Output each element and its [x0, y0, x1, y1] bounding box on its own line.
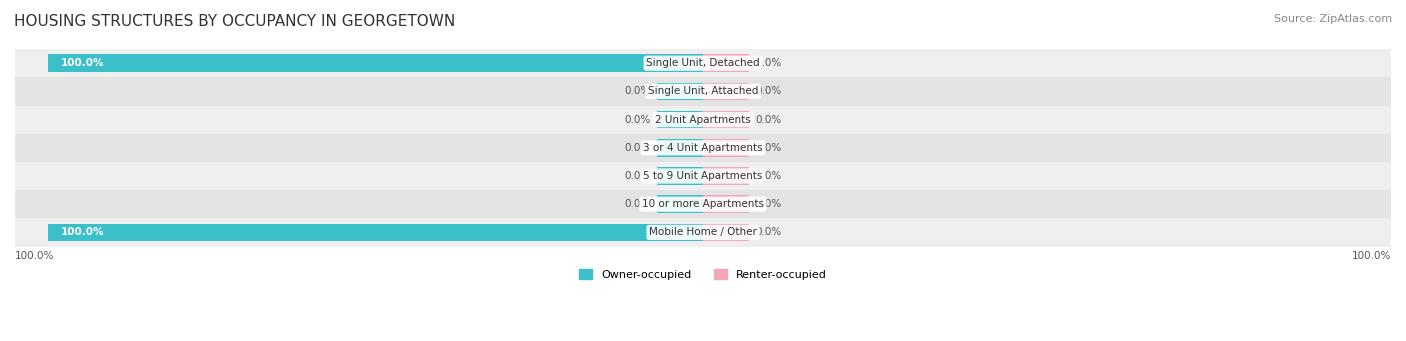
Text: 0.0%: 0.0%	[755, 143, 782, 153]
Bar	[15, 105, 1391, 134]
Bar	[48, 55, 703, 72]
Text: 100.0%: 100.0%	[60, 58, 104, 68]
Bar	[703, 55, 749, 72]
Bar	[15, 134, 1391, 162]
Text: 2 Unit Apartments: 2 Unit Apartments	[655, 115, 751, 124]
Text: 0.0%: 0.0%	[755, 171, 782, 181]
Bar	[703, 224, 749, 241]
Bar	[15, 162, 1391, 190]
Bar	[657, 83, 703, 100]
Bar	[703, 167, 749, 185]
Bar	[15, 218, 1391, 247]
Bar	[48, 224, 703, 241]
Text: 100.0%: 100.0%	[15, 251, 55, 261]
Text: Mobile Home / Other: Mobile Home / Other	[650, 227, 756, 237]
Bar	[15, 190, 1391, 218]
Bar	[703, 195, 749, 213]
Text: 0.0%: 0.0%	[755, 115, 782, 124]
Text: 0.0%: 0.0%	[624, 143, 651, 153]
Text: 3 or 4 Unit Apartments: 3 or 4 Unit Apartments	[643, 143, 763, 153]
Text: 100.0%: 100.0%	[60, 227, 104, 237]
Text: 0.0%: 0.0%	[624, 171, 651, 181]
Text: 0.0%: 0.0%	[624, 115, 651, 124]
Text: 0.0%: 0.0%	[755, 86, 782, 97]
Legend: Owner-occupied, Renter-occupied: Owner-occupied, Renter-occupied	[575, 265, 831, 284]
Text: Single Unit, Attached: Single Unit, Attached	[648, 86, 758, 97]
Bar	[703, 83, 749, 100]
Bar	[15, 77, 1391, 105]
Bar	[703, 111, 749, 128]
Bar	[703, 139, 749, 157]
Text: 0.0%: 0.0%	[624, 86, 651, 97]
Text: 0.0%: 0.0%	[755, 227, 782, 237]
Text: HOUSING STRUCTURES BY OCCUPANCY IN GEORGETOWN: HOUSING STRUCTURES BY OCCUPANCY IN GEORG…	[14, 14, 456, 29]
Text: 0.0%: 0.0%	[755, 199, 782, 209]
Text: 5 to 9 Unit Apartments: 5 to 9 Unit Apartments	[644, 171, 762, 181]
Text: 0.0%: 0.0%	[624, 199, 651, 209]
Bar	[657, 167, 703, 185]
Bar	[657, 111, 703, 128]
Bar	[657, 195, 703, 213]
Text: Source: ZipAtlas.com: Source: ZipAtlas.com	[1274, 14, 1392, 24]
Text: 0.0%: 0.0%	[755, 58, 782, 68]
Bar	[657, 139, 703, 157]
Text: Single Unit, Detached: Single Unit, Detached	[647, 58, 759, 68]
Text: 10 or more Apartments: 10 or more Apartments	[643, 199, 763, 209]
Text: 100.0%: 100.0%	[1351, 251, 1391, 261]
Bar	[15, 49, 1391, 77]
